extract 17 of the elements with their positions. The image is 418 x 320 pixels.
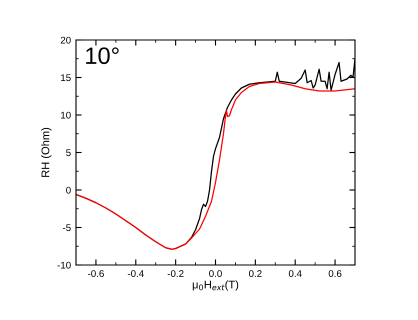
y-tick-label: 5 bbox=[66, 149, 71, 156]
y-tick-label: 10 bbox=[61, 112, 71, 119]
y-tick-label: 0 bbox=[66, 186, 71, 194]
annotation: 10° bbox=[86, 47, 119, 64]
x-tick-label: 0.6 bbox=[328, 270, 342, 277]
x-tick-label: 0.2 bbox=[248, 270, 262, 277]
y-axis-title: RH (Ohm) bbox=[41, 128, 52, 177]
y-tick-label: 15 bbox=[61, 74, 71, 82]
y-tick-label: -5 bbox=[62, 224, 71, 232]
x-axis-title: μ$_{0}$H$_{ext}$(T) bbox=[192, 280, 238, 291]
x-tick-label: 0.4 bbox=[288, 270, 302, 277]
x-tick-label: -0.2 bbox=[168, 270, 184, 277]
x-tick-label: -0.4 bbox=[128, 270, 144, 277]
x-tick-label: -0.6 bbox=[88, 270, 104, 277]
y-tick-label: 20 bbox=[60, 36, 71, 44]
x-tick-label: 0.0 bbox=[209, 270, 222, 277]
y-tick-label: -10 bbox=[58, 262, 71, 269]
